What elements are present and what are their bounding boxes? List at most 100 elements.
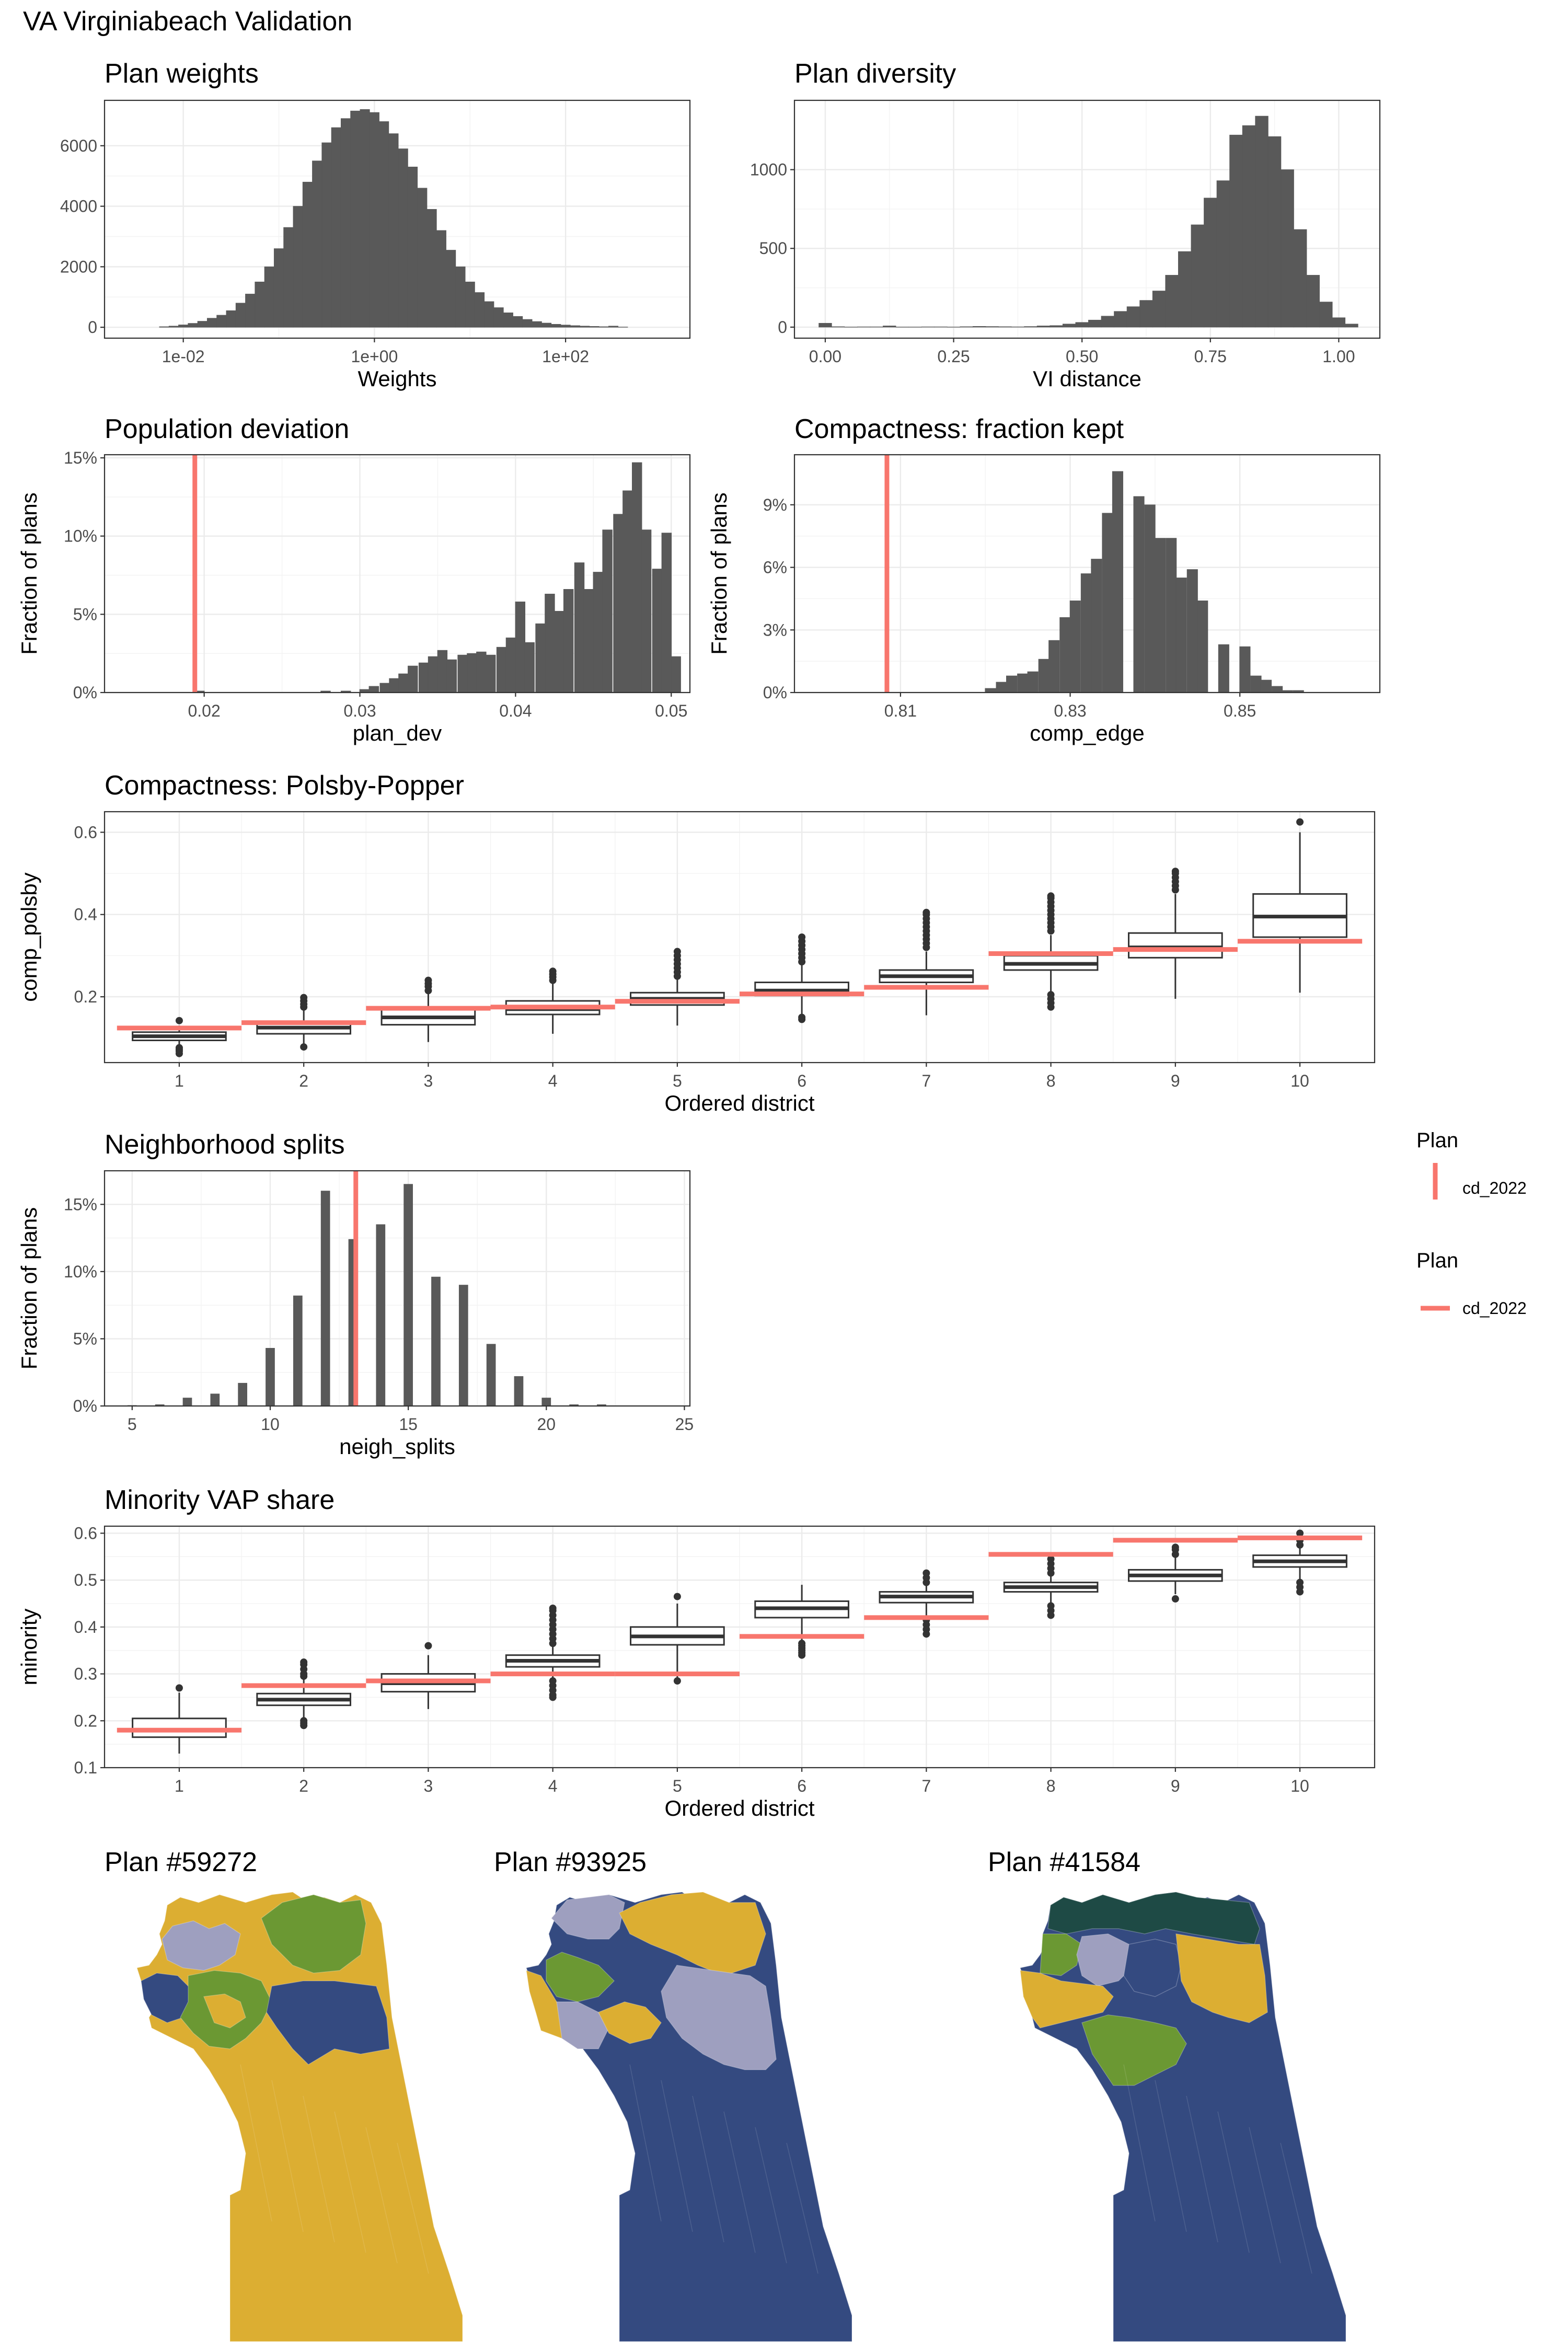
district-region-green <box>546 1952 615 2002</box>
histogram-bar <box>1059 617 1071 693</box>
y-tick-label: 0.6 <box>74 823 97 841</box>
x-tick-label: 5 <box>673 1071 682 1090</box>
histogram-bar <box>302 181 313 328</box>
x-tick-label: 0.02 <box>188 701 220 720</box>
outlier-point <box>923 1569 930 1577</box>
x-tick-label: 4 <box>548 1071 558 1090</box>
histogram-bar <box>376 1224 386 1406</box>
x-tick-label: 20 <box>537 1415 556 1434</box>
precinct-lines <box>629 2064 818 2274</box>
histogram-bar <box>389 678 399 693</box>
y-axis: 0.1 0.2 0.3 0.4 0.5 0.6 <box>74 1524 105 1777</box>
histogram-bar <box>1112 471 1123 693</box>
x-tick-label: 4 <box>548 1777 558 1795</box>
histogram-bar <box>1186 569 1198 693</box>
x-axis-title: plan_dev <box>353 721 442 745</box>
x-axis-title: Weights <box>358 366 437 391</box>
y-tick-label: 0% <box>763 683 787 702</box>
legend: Plan cd_2022 Plan cd_2022 <box>1416 1129 1527 1318</box>
box-district-4 <box>505 1604 601 1701</box>
bars <box>985 471 1304 693</box>
histogram-bar <box>1165 275 1179 328</box>
histogram-bar <box>1050 325 1063 328</box>
histogram-bar <box>532 321 542 328</box>
histogram-bar <box>398 148 408 328</box>
histogram-bar <box>379 121 389 328</box>
histogram-bar <box>1036 326 1051 328</box>
x-axis: 0.02 0.03 0.04 0.05 <box>188 693 687 720</box>
y-axis-title: Fraction of plans <box>17 1207 41 1370</box>
y-tick-label: 15% <box>64 1195 97 1214</box>
district-region-lavender <box>661 1965 777 2070</box>
histogram-bar <box>583 589 594 693</box>
y-tick-label: 0.2 <box>74 1711 97 1730</box>
y-tick-label: 0.1 <box>74 1758 97 1777</box>
histogram-bar <box>1204 198 1217 328</box>
x-tick-label: 0.83 <box>1054 701 1086 720</box>
x-tick-label: 1.00 <box>1322 347 1355 366</box>
histogram-bar <box>418 662 429 693</box>
x-axis: 1 2 3 4 5 6 7 8 9 10 <box>175 1768 1309 1795</box>
histogram-bar <box>514 1376 524 1406</box>
histogram-bar <box>493 307 504 328</box>
histogram-bar <box>312 160 322 328</box>
histogram-bar <box>1166 538 1177 693</box>
district-region-yellow <box>618 1892 766 1976</box>
y-axis-title: comp_polsby <box>17 872 41 1001</box>
precinct-line <box>1186 2095 1218 2243</box>
histogram-bar <box>618 327 628 328</box>
outlier-point <box>1296 1588 1304 1596</box>
histogram-bar <box>486 654 496 693</box>
histogram-bar <box>560 325 571 328</box>
chart-minority: 0.1 0.2 0.3 0.4 0.5 0.6 Minority VAP share Orde… <box>17 1485 1376 1820</box>
map-title: Plan #93925 <box>494 1847 647 1877</box>
histogram-bar <box>1062 324 1076 328</box>
district-region-lavender <box>556 2001 609 2049</box>
district-region-darkgreen <box>1047 1892 1260 1945</box>
outlier-point <box>1171 868 1179 875</box>
histogram-bar <box>589 326 599 328</box>
y-tick-label: 0% <box>73 683 97 702</box>
histogram-bar <box>1091 559 1102 693</box>
histogram-bar <box>350 110 361 328</box>
y-axis-title: Fraction of plans <box>17 492 41 655</box>
histogram-bar <box>457 654 468 693</box>
x-tick-label: 1 <box>175 1777 184 1795</box>
outlier-point <box>549 967 557 975</box>
panel-border <box>793 99 1381 339</box>
district-map-3: Plan #41584 <box>988 1847 1346 2342</box>
histogram-bar <box>484 301 494 328</box>
map-title: Plan #41584 <box>988 1847 1140 1877</box>
x-tick-label: 0.85 <box>1224 701 1256 720</box>
histogram-bar <box>818 322 832 328</box>
histogram-bar <box>1075 322 1089 328</box>
panel-title: Compactness: fraction kept <box>794 414 1124 444</box>
histogram-bar <box>331 127 341 328</box>
outlier-point <box>1171 1543 1179 1551</box>
outlier-point <box>1296 1529 1304 1537</box>
x-tick-label: 25 <box>675 1415 694 1434</box>
histogram-bar <box>1191 224 1204 328</box>
histogram-bar <box>522 319 533 328</box>
histogram-bar <box>446 250 456 328</box>
x-tick-label: 0.00 <box>809 347 841 366</box>
histogram-bar <box>379 683 390 693</box>
district-region-yellow <box>1020 1970 1114 2028</box>
histogram-bar <box>245 294 256 328</box>
panel-title: Population deviation <box>105 414 349 444</box>
histogram-bar <box>1267 136 1282 328</box>
precinct-line <box>786 2142 818 2274</box>
outlier-point <box>300 1658 308 1666</box>
precinct-line <box>723 2111 756 2253</box>
y-tick-label: 6000 <box>60 136 97 155</box>
histogram-bar <box>293 206 303 328</box>
outlier-point <box>300 1722 308 1730</box>
legend-label: cd_2022 <box>1462 1299 1527 1318</box>
histogram-bar <box>1229 134 1243 328</box>
x-tick-label: 3 <box>424 1777 433 1795</box>
histogram-bar <box>266 1348 275 1406</box>
y-tick-label: 4000 <box>60 197 97 216</box>
histogram-bar <box>1218 644 1229 693</box>
x-axis-title: Ordered district <box>664 1796 814 1820</box>
